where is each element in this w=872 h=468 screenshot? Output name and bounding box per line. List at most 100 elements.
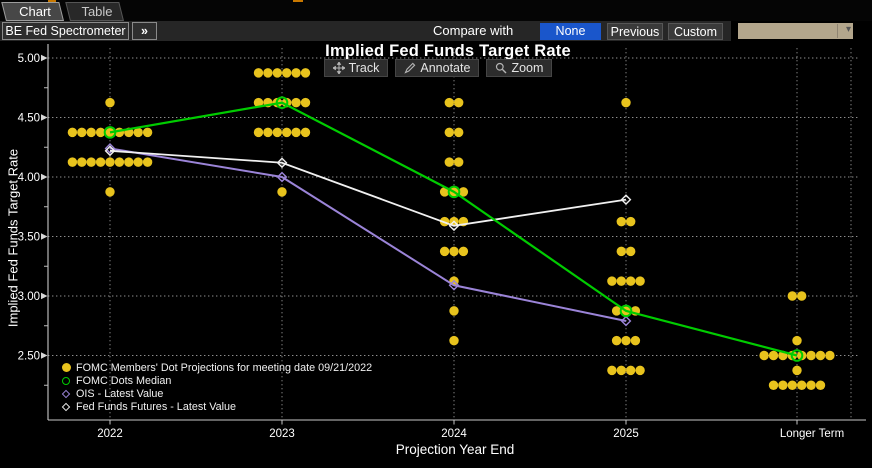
fomc-dot [797, 291, 807, 301]
fomc-dot [806, 380, 816, 390]
fomc-dot [67, 127, 78, 138]
diamond-marker [448, 220, 460, 232]
compare-custom-button[interactable]: Custom [668, 23, 723, 40]
fomc-dot [124, 157, 134, 167]
fomc-dot [626, 365, 636, 376]
fomc-dot [759, 350, 769, 361]
fomc-dot [439, 187, 450, 197]
legend-filled-circle-icon [60, 363, 72, 372]
chevrons-right-icon: » [141, 24, 148, 38]
dropdown-separator [837, 24, 838, 38]
fomc-dot [95, 127, 106, 138]
fomc-dot [806, 350, 816, 361]
legend-item-ois: OIS - Latest Value [60, 387, 372, 400]
fomc-dot [611, 335, 622, 346]
fomc-dot [105, 97, 115, 108]
fomc-dot [95, 157, 106, 167]
expand-chevrons-button[interactable]: » [132, 22, 157, 40]
fomc-dot [611, 306, 622, 316]
zoom-button[interactable]: Zoom [486, 59, 553, 77]
fomc-dot [621, 335, 631, 346]
fomc-dot [449, 246, 459, 257]
annotate-button[interactable]: Annotate [395, 59, 480, 77]
y-tick-label: 5.00 [18, 53, 40, 65]
fomc-dot [444, 157, 454, 167]
chart-title: Implied Fed Funds Target Rate [325, 42, 571, 60]
diamond-marker [276, 171, 288, 183]
fomc-dot [105, 157, 115, 167]
tab-chart[interactable]: Chart [1, 2, 64, 21]
fomc-dot [787, 291, 797, 301]
tab-table[interactable]: Table [65, 2, 124, 21]
median-line [109, 101, 798, 357]
magnifier-icon [496, 62, 507, 74]
fomc-dot [77, 157, 87, 167]
diamond-marker [276, 157, 288, 169]
top-border-accent [48, 0, 56, 2]
fomc-dot [277, 187, 287, 197]
x-tick-label: 2023 [269, 428, 295, 440]
fomc-dot [787, 380, 797, 390]
track-button[interactable]: Track [323, 59, 389, 77]
fomc-dot [133, 157, 143, 167]
fomc-dot [77, 127, 87, 138]
spectrometer-button[interactable]: BE Fed Spectrometer [2, 22, 129, 40]
fomc-dot [616, 246, 626, 257]
fomc-dot [626, 246, 636, 257]
fomc-dot [825, 350, 835, 361]
y-tick-arrow [41, 54, 48, 62]
y-tick-label: 3.00 [18, 291, 40, 303]
fomc-dot [253, 68, 264, 78]
track-button-label: Track [348, 61, 380, 75]
fomc-dot [458, 187, 469, 197]
compare-with-label: Compare with [433, 23, 514, 38]
compare-previous-button[interactable]: Previous [607, 23, 663, 40]
fomc-dot [263, 68, 273, 78]
annotate-button-label: Annotate [420, 61, 471, 75]
fomc-dot [607, 365, 617, 376]
fomc-dot [114, 157, 125, 167]
tab-bar: Chart Table [0, 0, 872, 21]
y-tick-arrow [41, 114, 48, 121]
fomc-dot [630, 335, 641, 346]
fomc-dot [792, 335, 802, 346]
fomc-dot [272, 127, 282, 138]
x-tick-label: 2025 [613, 428, 639, 440]
security-dropdown[interactable]: ▾ [738, 23, 853, 39]
fomc-dot [444, 97, 454, 108]
chart-toolbar: Track Annotate Zoom [48, 59, 828, 77]
median-circle-marker [275, 96, 289, 109]
legend-label: OIS - Latest Value [76, 387, 164, 400]
compare-none-button[interactable]: None [540, 23, 601, 40]
fomc-dot [253, 97, 264, 108]
fomc-dot [300, 127, 311, 138]
x-tick-label: 2022 [97, 428, 123, 440]
y-tick-label: 3.50 [18, 232, 40, 244]
y-axis-label: Implied Fed Funds Target Rate [5, 148, 21, 328]
diamond-marker [104, 145, 116, 157]
fomc-dot [458, 246, 469, 257]
fomc-dot [142, 127, 153, 138]
diamond-marker [104, 143, 116, 154]
zoom-button-label: Zoom [511, 61, 544, 75]
fomc-dot [272, 68, 282, 78]
y-tick-label: 2.50 [18, 351, 40, 363]
fomc-dot [67, 157, 78, 167]
fomc-dot [792, 365, 802, 376]
fomc-dot [454, 97, 464, 108]
fomc-dot [86, 157, 96, 167]
fomc-dot [291, 127, 301, 138]
fomc-dot [635, 276, 645, 286]
legend-label: FOMC Dots Median [76, 374, 172, 387]
fomc-dot [616, 365, 626, 376]
fomc-dot [768, 380, 779, 390]
fomc-dot [626, 216, 636, 227]
pencil-icon [404, 62, 416, 74]
tab-table-label: Table [81, 4, 113, 19]
fomc-dot [621, 97, 631, 108]
fomc-dot [253, 127, 264, 138]
x-tick-label: 2024 [441, 428, 467, 440]
median-circle-marker [447, 185, 461, 199]
